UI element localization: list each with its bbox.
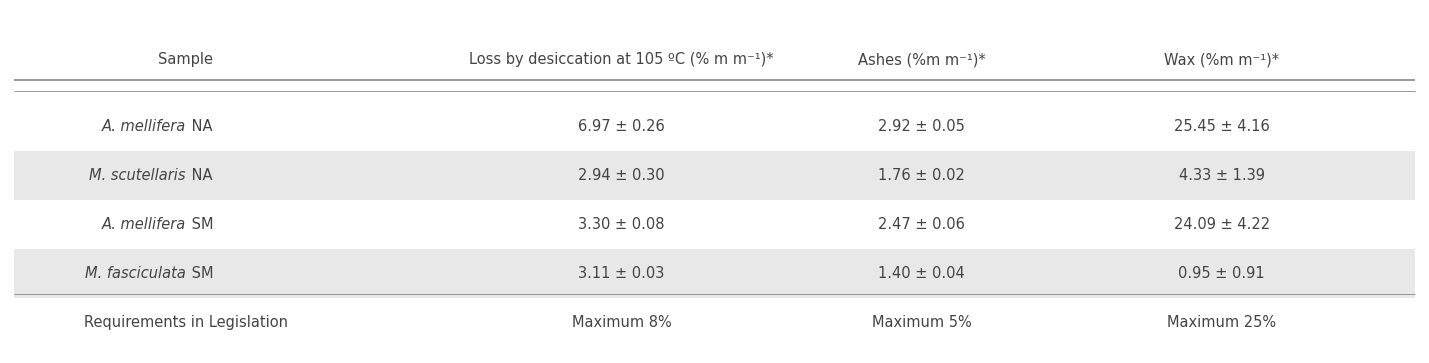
Text: 24.09 ± 4.22: 24.09 ± 4.22 xyxy=(1173,217,1270,232)
Bar xyxy=(14,249,1415,298)
Text: Maximum 8%: Maximum 8% xyxy=(572,315,672,330)
Text: SM: SM xyxy=(187,217,214,232)
Text: 3.30 ± 0.08: 3.30 ± 0.08 xyxy=(579,217,664,232)
Text: NA: NA xyxy=(187,119,213,134)
Text: Maximum 5%: Maximum 5% xyxy=(872,315,972,330)
Text: M. fasciculata: M. fasciculata xyxy=(84,266,186,281)
Text: 2.47 ± 0.06: 2.47 ± 0.06 xyxy=(879,217,965,232)
Text: Ashes (%m m⁻¹)*: Ashes (%m m⁻¹)* xyxy=(857,52,986,68)
Text: 2.92 ± 0.05: 2.92 ± 0.05 xyxy=(879,119,965,134)
Text: 1.40 ± 0.04: 1.40 ± 0.04 xyxy=(879,266,965,281)
Text: Wax (%m m⁻¹)*: Wax (%m m⁻¹)* xyxy=(1165,52,1279,68)
Text: Loss by desiccation at 105 ºC (% m m⁻¹)*: Loss by desiccation at 105 ºC (% m m⁻¹)* xyxy=(469,52,775,68)
Text: 6.97 ± 0.26: 6.97 ± 0.26 xyxy=(579,119,664,134)
Bar xyxy=(14,151,1415,200)
Text: 4.33 ± 1.39: 4.33 ± 1.39 xyxy=(1179,168,1265,183)
Text: Maximum 25%: Maximum 25% xyxy=(1167,315,1276,330)
Text: NA: NA xyxy=(187,168,213,183)
Text: 3.11 ± 0.03: 3.11 ± 0.03 xyxy=(579,266,664,281)
Text: 0.95 ± 0.91: 0.95 ± 0.91 xyxy=(1179,266,1265,281)
Text: SM: SM xyxy=(187,266,214,281)
Text: Requirements in Legislation: Requirements in Legislation xyxy=(84,315,287,330)
Text: Sample: Sample xyxy=(159,52,213,68)
Text: 25.45 ± 4.16: 25.45 ± 4.16 xyxy=(1173,119,1270,134)
Text: A. mellifera: A. mellifera xyxy=(101,217,186,232)
Text: 1.76 ± 0.02: 1.76 ± 0.02 xyxy=(879,168,965,183)
Text: A. mellifera: A. mellifera xyxy=(101,119,186,134)
Text: 2.94 ± 0.30: 2.94 ± 0.30 xyxy=(579,168,664,183)
Text: M. scutellaris: M. scutellaris xyxy=(89,168,186,183)
